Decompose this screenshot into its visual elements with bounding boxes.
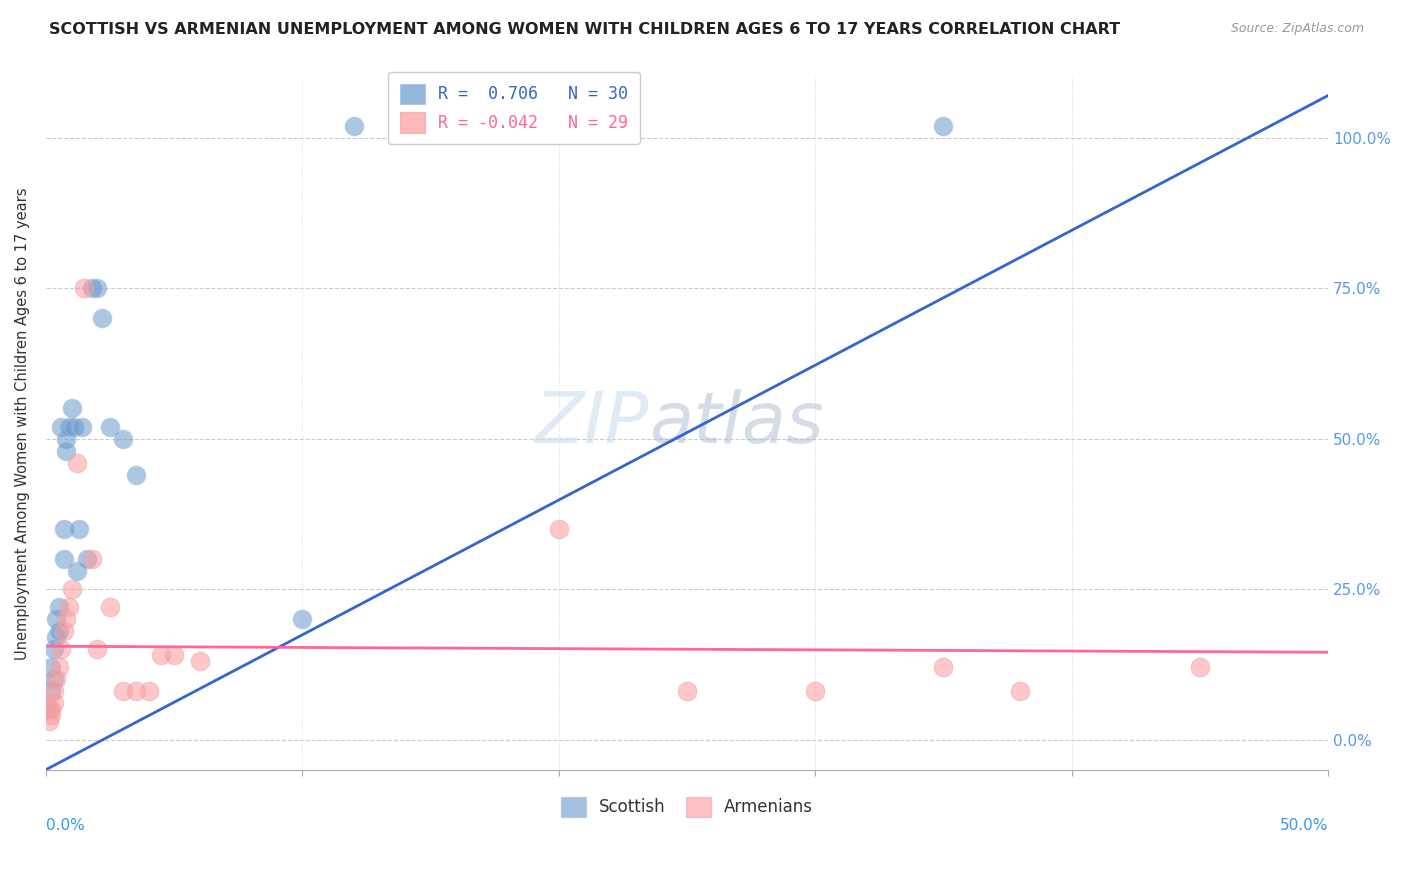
Point	[42, 684, 65, 698]
Point	[82, 281, 104, 295]
Point	[58, 600, 80, 615]
Point	[52, 552, 75, 566]
Point	[138, 684, 160, 698]
Point	[91, 311, 114, 326]
Point	[125, 684, 148, 698]
Point	[42, 673, 65, 687]
Point	[932, 119, 955, 133]
Point	[51, 419, 73, 434]
Point	[39, 660, 62, 674]
Point	[150, 648, 173, 663]
Point	[111, 684, 134, 698]
Point	[38, 702, 60, 716]
Point	[60, 582, 83, 596]
Point	[73, 281, 96, 295]
Point	[52, 522, 75, 536]
Point	[1010, 684, 1032, 698]
Point	[676, 684, 699, 698]
Point	[51, 642, 73, 657]
Point	[804, 684, 827, 698]
Point	[55, 443, 77, 458]
Point	[163, 648, 186, 663]
Point	[547, 522, 569, 536]
Point	[42, 642, 65, 657]
Point	[86, 281, 108, 295]
Point	[48, 600, 70, 615]
Point	[98, 419, 121, 434]
Point	[291, 612, 314, 626]
Point	[188, 654, 211, 668]
Point	[45, 630, 67, 644]
Point	[55, 432, 77, 446]
Point	[60, 401, 83, 416]
Point	[58, 419, 80, 434]
Text: 50.0%: 50.0%	[1279, 818, 1329, 833]
Text: 0.0%: 0.0%	[46, 818, 84, 833]
Point	[67, 522, 90, 536]
Point	[1188, 660, 1211, 674]
Point	[98, 600, 121, 615]
Point	[111, 432, 134, 446]
Point	[343, 119, 366, 133]
Legend: Scottish, Armenians: Scottish, Armenians	[554, 790, 820, 823]
Point	[125, 467, 148, 482]
Point	[38, 714, 60, 729]
Point	[48, 660, 70, 674]
Point	[45, 673, 67, 687]
Point	[932, 660, 955, 674]
Point	[76, 552, 98, 566]
Point	[52, 624, 75, 639]
Point	[48, 624, 70, 639]
Text: ZIP: ZIP	[534, 389, 648, 458]
Text: SCOTTISH VS ARMENIAN UNEMPLOYMENT AMONG WOMEN WITH CHILDREN AGES 6 TO 17 YEARS C: SCOTTISH VS ARMENIAN UNEMPLOYMENT AMONG …	[49, 22, 1121, 37]
Y-axis label: Unemployment Among Women with Children Ages 6 to 17 years: Unemployment Among Women with Children A…	[15, 187, 30, 660]
Point	[82, 552, 104, 566]
Point	[55, 612, 77, 626]
Text: Source: ZipAtlas.com: Source: ZipAtlas.com	[1230, 22, 1364, 36]
Text: atlas: atlas	[648, 389, 824, 458]
Point	[42, 697, 65, 711]
Point	[66, 456, 89, 470]
Point	[39, 708, 62, 723]
Point	[63, 419, 86, 434]
Point	[70, 419, 93, 434]
Point	[66, 564, 89, 578]
Point	[86, 642, 108, 657]
Point	[39, 702, 62, 716]
Point	[39, 684, 62, 698]
Point	[45, 612, 67, 626]
